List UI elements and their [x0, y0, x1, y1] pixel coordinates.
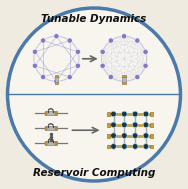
Circle shape [111, 111, 116, 117]
Bar [122, 75, 126, 77]
Bar [107, 134, 110, 138]
Circle shape [121, 34, 127, 39]
Circle shape [143, 111, 149, 117]
Circle shape [108, 38, 113, 43]
Circle shape [135, 38, 140, 43]
Circle shape [100, 63, 105, 68]
Bar [45, 112, 47, 115]
Bar [45, 111, 57, 115]
Circle shape [143, 122, 149, 128]
Bar [45, 141, 57, 145]
Bar [55, 127, 57, 130]
Bar [55, 142, 57, 145]
Circle shape [54, 34, 59, 39]
Bar [122, 77, 126, 81]
Circle shape [132, 111, 138, 117]
Circle shape [132, 144, 138, 149]
Text: Reservoir Computing: Reservoir Computing [33, 168, 155, 178]
Bar [150, 145, 153, 148]
Circle shape [54, 79, 59, 84]
Circle shape [67, 74, 72, 80]
Circle shape [40, 38, 46, 43]
Circle shape [111, 133, 116, 139]
Bar [107, 112, 110, 116]
Circle shape [75, 49, 80, 54]
Bar [150, 134, 153, 138]
Circle shape [32, 49, 38, 54]
Circle shape [67, 38, 72, 43]
Circle shape [111, 122, 116, 128]
Bar [55, 77, 58, 81]
Circle shape [121, 122, 127, 128]
Bar [150, 123, 153, 127]
Circle shape [100, 49, 105, 54]
Circle shape [111, 144, 116, 149]
Circle shape [143, 133, 149, 139]
Circle shape [75, 63, 80, 68]
Bar [45, 142, 47, 145]
Circle shape [132, 133, 138, 139]
Circle shape [135, 74, 140, 80]
Circle shape [8, 8, 180, 181]
Circle shape [121, 79, 127, 84]
Circle shape [32, 63, 38, 68]
Bar [55, 112, 57, 115]
Bar [45, 127, 47, 130]
Bar [45, 126, 57, 130]
Circle shape [143, 49, 148, 54]
Circle shape [40, 74, 46, 80]
Circle shape [121, 111, 127, 117]
Bar [107, 145, 110, 148]
Circle shape [121, 133, 127, 139]
Circle shape [143, 63, 148, 68]
Bar [107, 123, 110, 127]
Bar [55, 82, 58, 84]
Circle shape [121, 144, 127, 149]
Text: Tunable Dynamics: Tunable Dynamics [41, 14, 147, 24]
Bar [55, 75, 58, 77]
Circle shape [108, 74, 113, 80]
Bar [150, 112, 153, 116]
Circle shape [132, 122, 138, 128]
Circle shape [143, 144, 149, 149]
Bar [122, 82, 126, 84]
